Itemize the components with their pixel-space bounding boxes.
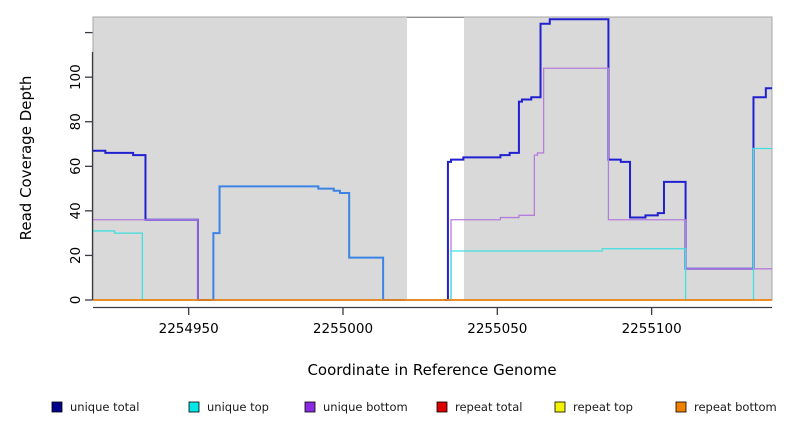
y-tick-label: 100 xyxy=(68,64,84,90)
legend-swatch-icon xyxy=(436,401,448,413)
y-axis-ticks xyxy=(85,31,93,301)
y-tick-label: 40 xyxy=(68,202,84,219)
y-axis-tick-labels: 0 20 40 60 80 100 xyxy=(68,64,84,304)
legend-label: unique total xyxy=(70,400,139,414)
y-axis-title: Read Coverage Depth xyxy=(17,76,35,241)
legend-label: repeat bottom xyxy=(694,400,777,414)
legend-swatch-icon xyxy=(554,401,566,413)
legend-label: repeat top xyxy=(573,400,633,414)
legend-item-repeat-bottom[interactable]: repeat bottom xyxy=(675,400,777,414)
series-line-unique-total-segment-3 xyxy=(444,18,772,301)
x-tick-label: 2255000 xyxy=(313,321,373,337)
y-axis: 0 20 40 60 80 100 xyxy=(68,31,94,304)
legend-label: unique top xyxy=(207,400,269,414)
legend-item-unique-top[interactable]: unique top xyxy=(188,400,269,414)
x-axis-title: Coordinate in Reference Genome xyxy=(307,361,556,379)
legend-swatch-icon xyxy=(304,401,316,413)
chart-legend: unique total unique top unique bottom repea… xyxy=(51,400,777,414)
y-tick-label: 0 xyxy=(68,296,84,305)
y-tick-label: 80 xyxy=(68,113,84,130)
series-line-unique-total-segment-2 xyxy=(210,185,405,301)
coverage-gap-region xyxy=(407,17,464,300)
x-tick-label: 2255050 xyxy=(467,321,527,337)
legend-item-repeat-top[interactable]: repeat top xyxy=(554,400,633,414)
y-tick-label: 60 xyxy=(68,158,84,175)
x-tick-label: 2255100 xyxy=(622,321,682,337)
legend-swatch-icon xyxy=(51,401,63,413)
legend-item-repeat-total[interactable]: repeat total xyxy=(436,400,522,414)
legend-item-unique-bottom[interactable]: unique bottom xyxy=(304,400,408,414)
x-tick-label: 2254950 xyxy=(159,321,219,337)
legend-swatch-icon xyxy=(675,401,687,413)
legend-label: repeat total xyxy=(455,400,522,414)
x-axis: 2254950 2255000 2255050 2255100 xyxy=(93,306,772,337)
series-group xyxy=(93,18,772,301)
legend-item-unique-total[interactable]: unique total xyxy=(51,400,139,414)
y-tick-label: 20 xyxy=(68,247,84,264)
x-axis-ticks xyxy=(188,307,653,315)
legend-label: unique bottom xyxy=(323,400,408,414)
legend-swatch-icon xyxy=(188,401,200,413)
x-axis-tick-labels: 2254950 2255000 2255050 2255100 xyxy=(159,321,682,337)
